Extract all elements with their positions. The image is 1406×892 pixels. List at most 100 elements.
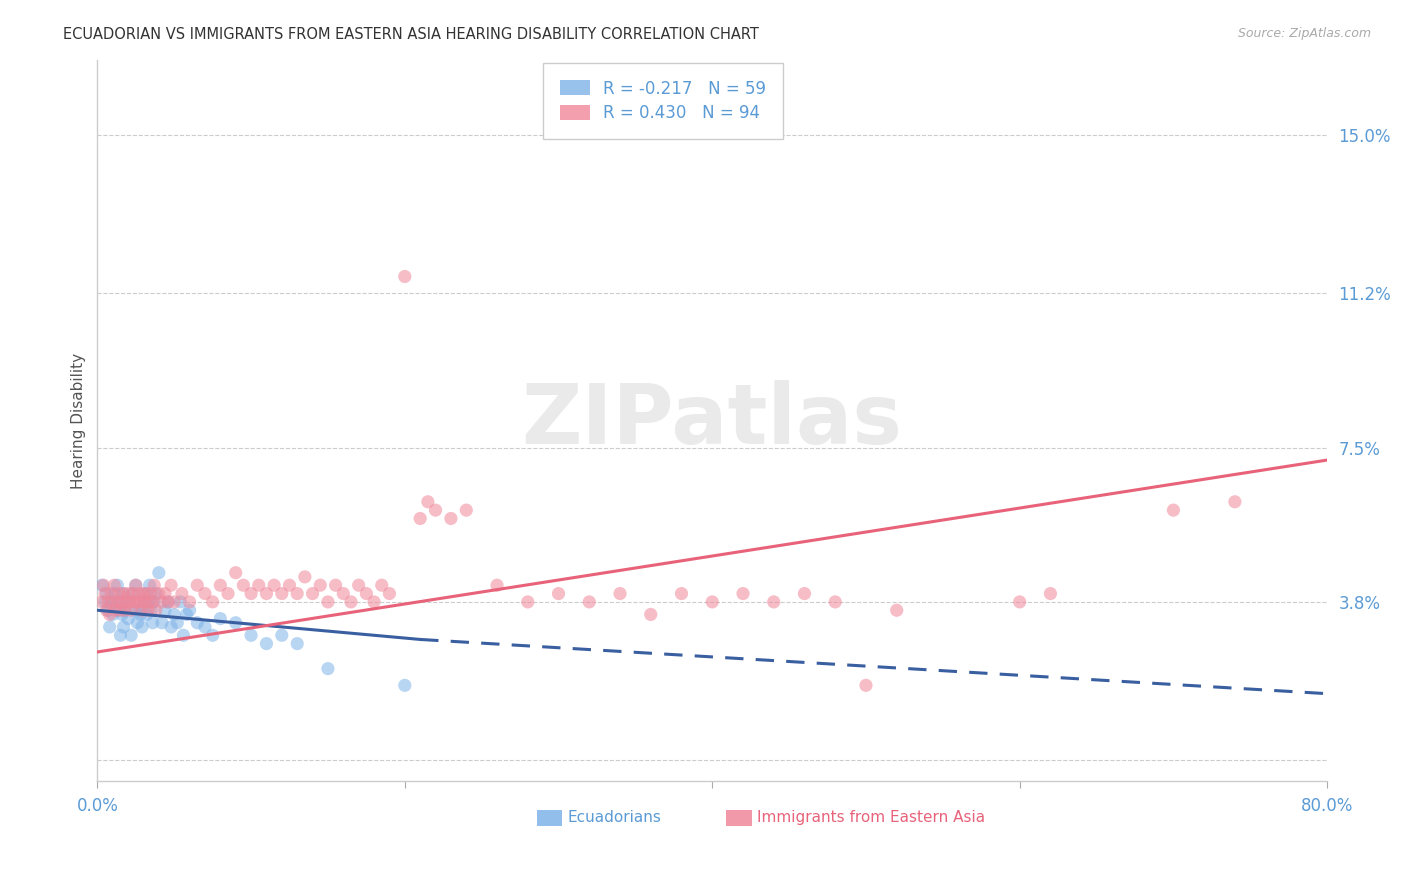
Point	[132, 595, 155, 609]
Point	[240, 586, 263, 600]
Point	[209, 578, 232, 592]
Point	[98, 620, 121, 634]
Point	[578, 595, 600, 609]
Point	[332, 586, 354, 600]
Point	[217, 586, 239, 600]
Point	[93, 578, 115, 592]
Point	[316, 595, 339, 609]
Point	[121, 586, 143, 600]
Point	[163, 607, 186, 622]
Point	[128, 586, 150, 600]
Point	[247, 578, 270, 592]
Point	[394, 269, 416, 284]
Point	[145, 603, 167, 617]
Point	[824, 595, 846, 609]
Point	[128, 603, 150, 617]
Point	[186, 578, 208, 592]
Point	[609, 586, 631, 600]
Point	[127, 595, 149, 609]
Point	[1163, 503, 1185, 517]
Point	[153, 603, 176, 617]
Point	[186, 615, 208, 630]
Point	[179, 595, 201, 609]
Point	[111, 607, 134, 622]
Point	[157, 595, 180, 609]
Point	[101, 607, 124, 622]
Point	[129, 595, 152, 609]
Point	[270, 628, 292, 642]
Point	[169, 595, 191, 609]
Point	[135, 586, 157, 600]
Point	[143, 595, 166, 609]
Point	[547, 586, 569, 600]
Point	[486, 578, 509, 592]
Point	[232, 578, 254, 592]
Text: ZIPatlas: ZIPatlas	[522, 380, 903, 461]
Point	[731, 586, 754, 600]
Point	[160, 578, 183, 592]
Point	[671, 586, 693, 600]
Point	[125, 578, 148, 592]
Point	[115, 595, 138, 609]
Point	[170, 586, 193, 600]
Point	[256, 586, 278, 600]
Point	[1008, 595, 1031, 609]
Text: Ecuadorians: Ecuadorians	[568, 810, 661, 825]
Point	[256, 637, 278, 651]
Point	[270, 586, 292, 600]
Point	[425, 503, 447, 517]
Point	[309, 578, 332, 592]
Point	[97, 595, 120, 609]
Point	[122, 595, 145, 609]
Point	[103, 586, 125, 600]
Point	[141, 586, 163, 600]
Point	[145, 586, 167, 600]
Point	[136, 603, 159, 617]
Point	[100, 595, 122, 609]
Point	[114, 603, 136, 617]
Point	[121, 586, 143, 600]
Point	[201, 595, 224, 609]
Point	[762, 595, 785, 609]
Point	[150, 595, 173, 609]
Point	[172, 628, 194, 642]
Point	[176, 607, 198, 622]
Point	[98, 607, 121, 622]
Point	[263, 578, 285, 592]
Point	[640, 607, 662, 622]
Point	[225, 615, 247, 630]
Point	[132, 586, 155, 600]
Point	[278, 578, 301, 592]
Point	[141, 603, 163, 617]
Point	[702, 595, 724, 609]
Point	[143, 578, 166, 592]
Point	[225, 566, 247, 580]
Point	[112, 586, 135, 600]
Point	[516, 595, 538, 609]
Point	[120, 603, 142, 617]
Point	[363, 595, 385, 609]
Point	[316, 662, 339, 676]
Point	[371, 578, 394, 592]
Text: Immigrants from Eastern Asia: Immigrants from Eastern Asia	[758, 810, 986, 825]
Point	[301, 586, 323, 600]
Point	[142, 615, 165, 630]
Point	[294, 570, 316, 584]
Point	[209, 611, 232, 625]
Point	[378, 586, 401, 600]
Point	[136, 595, 159, 609]
Point	[886, 603, 908, 617]
Text: Source: ZipAtlas.com: Source: ZipAtlas.com	[1237, 27, 1371, 40]
Point	[325, 578, 347, 592]
Point	[201, 628, 224, 642]
Point	[131, 620, 153, 634]
Point	[114, 603, 136, 617]
Point	[112, 586, 135, 600]
Point	[110, 595, 132, 609]
Point	[138, 578, 160, 592]
Point	[112, 620, 135, 634]
Point	[416, 495, 439, 509]
Point	[134, 595, 156, 609]
Point	[134, 586, 156, 600]
Point	[108, 603, 131, 617]
